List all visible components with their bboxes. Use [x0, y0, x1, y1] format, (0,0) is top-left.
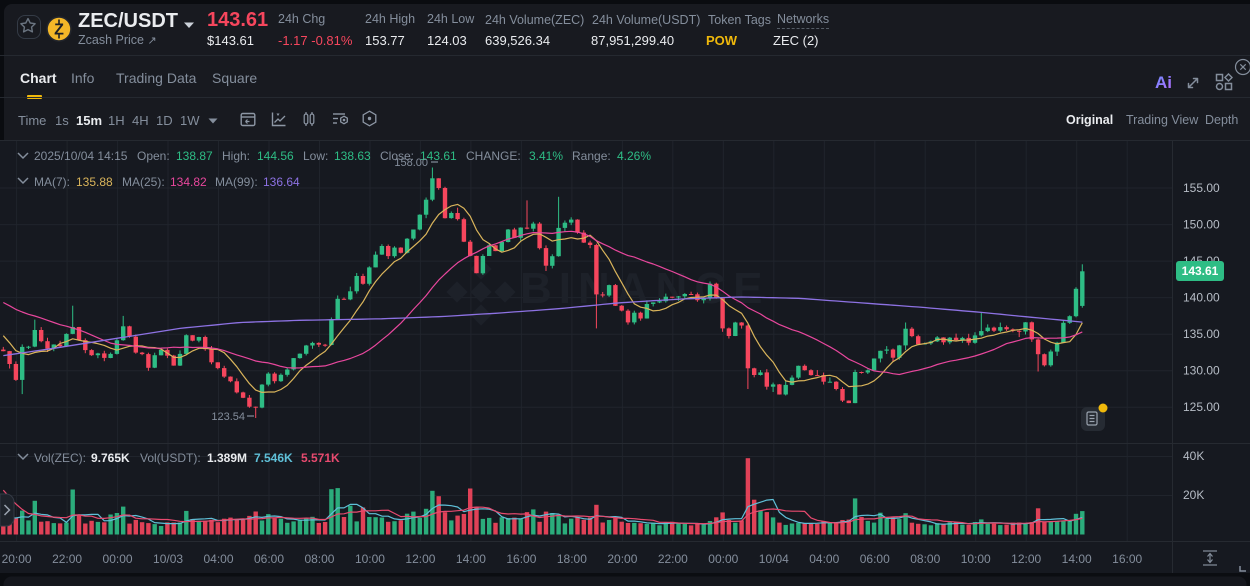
svg-text:140.00: 140.00	[1183, 291, 1220, 305]
svg-text:7.546K: 7.546K	[254, 451, 293, 465]
svg-text:143.61: 143.61	[420, 149, 457, 163]
svg-text:1.389M: 1.389M	[207, 451, 247, 465]
svg-text:16:00: 16:00	[1112, 552, 1142, 566]
svg-text:2025/10/04 14:15: 2025/10/04 14:15	[34, 149, 128, 163]
svg-text:158.00: 158.00	[394, 157, 428, 169]
svg-text:10:00: 10:00	[961, 552, 991, 566]
svg-text:4.26%: 4.26%	[617, 149, 651, 163]
svg-text:06:00: 06:00	[254, 552, 284, 566]
svg-text:04:00: 04:00	[809, 552, 839, 566]
svg-text:18:00: 18:00	[557, 552, 587, 566]
svg-text:138.87: 138.87	[176, 149, 213, 163]
svg-text:150.00: 150.00	[1183, 218, 1220, 232]
svg-text:40K: 40K	[1183, 449, 1204, 463]
svg-text:135.88: 135.88	[76, 175, 113, 189]
svg-text:14:00: 14:00	[1062, 552, 1092, 566]
svg-text:20:00: 20:00	[607, 552, 637, 566]
svg-text:04:00: 04:00	[204, 552, 234, 566]
svg-text:Close:: Close:	[380, 149, 414, 163]
svg-text:125.00: 125.00	[1183, 400, 1220, 414]
svg-text:5.571K: 5.571K	[301, 451, 340, 465]
svg-text:00:00: 00:00	[708, 552, 738, 566]
svg-text:Vol(USDT):: Vol(USDT):	[140, 451, 201, 465]
svg-text:10/04: 10/04	[759, 552, 789, 566]
svg-text:High:: High:	[222, 149, 250, 163]
svg-text:136.64: 136.64	[263, 175, 300, 189]
svg-text:22:00: 22:00	[658, 552, 688, 566]
svg-text:Z: Z	[54, 22, 64, 39]
svg-text:Low:: Low:	[303, 149, 328, 163]
svg-text:12:00: 12:00	[1011, 552, 1041, 566]
svg-text:12:00: 12:00	[405, 552, 435, 566]
svg-text:Vol(ZEC):: Vol(ZEC):	[34, 451, 86, 465]
svg-text:20:00: 20:00	[2, 552, 32, 566]
svg-text:135.00: 135.00	[1183, 327, 1220, 341]
svg-text:16:00: 16:00	[506, 552, 536, 566]
svg-text:CHANGE:: CHANGE:	[466, 149, 521, 163]
svg-text:22:00: 22:00	[52, 552, 82, 566]
svg-text:MA(7):: MA(7):	[34, 175, 70, 189]
svg-text:10:00: 10:00	[355, 552, 385, 566]
svg-text:155.00: 155.00	[1183, 181, 1220, 195]
svg-text:143.61: 143.61	[1182, 264, 1219, 278]
svg-text:MA(99):: MA(99):	[215, 175, 258, 189]
svg-text:138.63: 138.63	[334, 149, 371, 163]
svg-text:Range:: Range:	[572, 149, 611, 163]
svg-text:Open:: Open:	[137, 149, 170, 163]
svg-text:08:00: 08:00	[910, 552, 940, 566]
svg-text:14:00: 14:00	[456, 552, 486, 566]
svg-text:20K: 20K	[1183, 488, 1204, 502]
svg-text:MA(25):: MA(25):	[122, 175, 165, 189]
svg-text:08:00: 08:00	[304, 552, 334, 566]
svg-text:10/03: 10/03	[153, 552, 183, 566]
svg-text:9.765K: 9.765K	[91, 451, 130, 465]
svg-text:3.41%: 3.41%	[529, 149, 563, 163]
svg-text:123.54: 123.54	[211, 411, 245, 423]
svg-text:Ai: Ai	[1155, 73, 1172, 92]
svg-text:00:00: 00:00	[103, 552, 133, 566]
svg-text:06:00: 06:00	[860, 552, 890, 566]
svg-text:144.56: 144.56	[257, 149, 294, 163]
svg-text:134.82: 134.82	[170, 175, 207, 189]
svg-text:130.00: 130.00	[1183, 364, 1220, 378]
